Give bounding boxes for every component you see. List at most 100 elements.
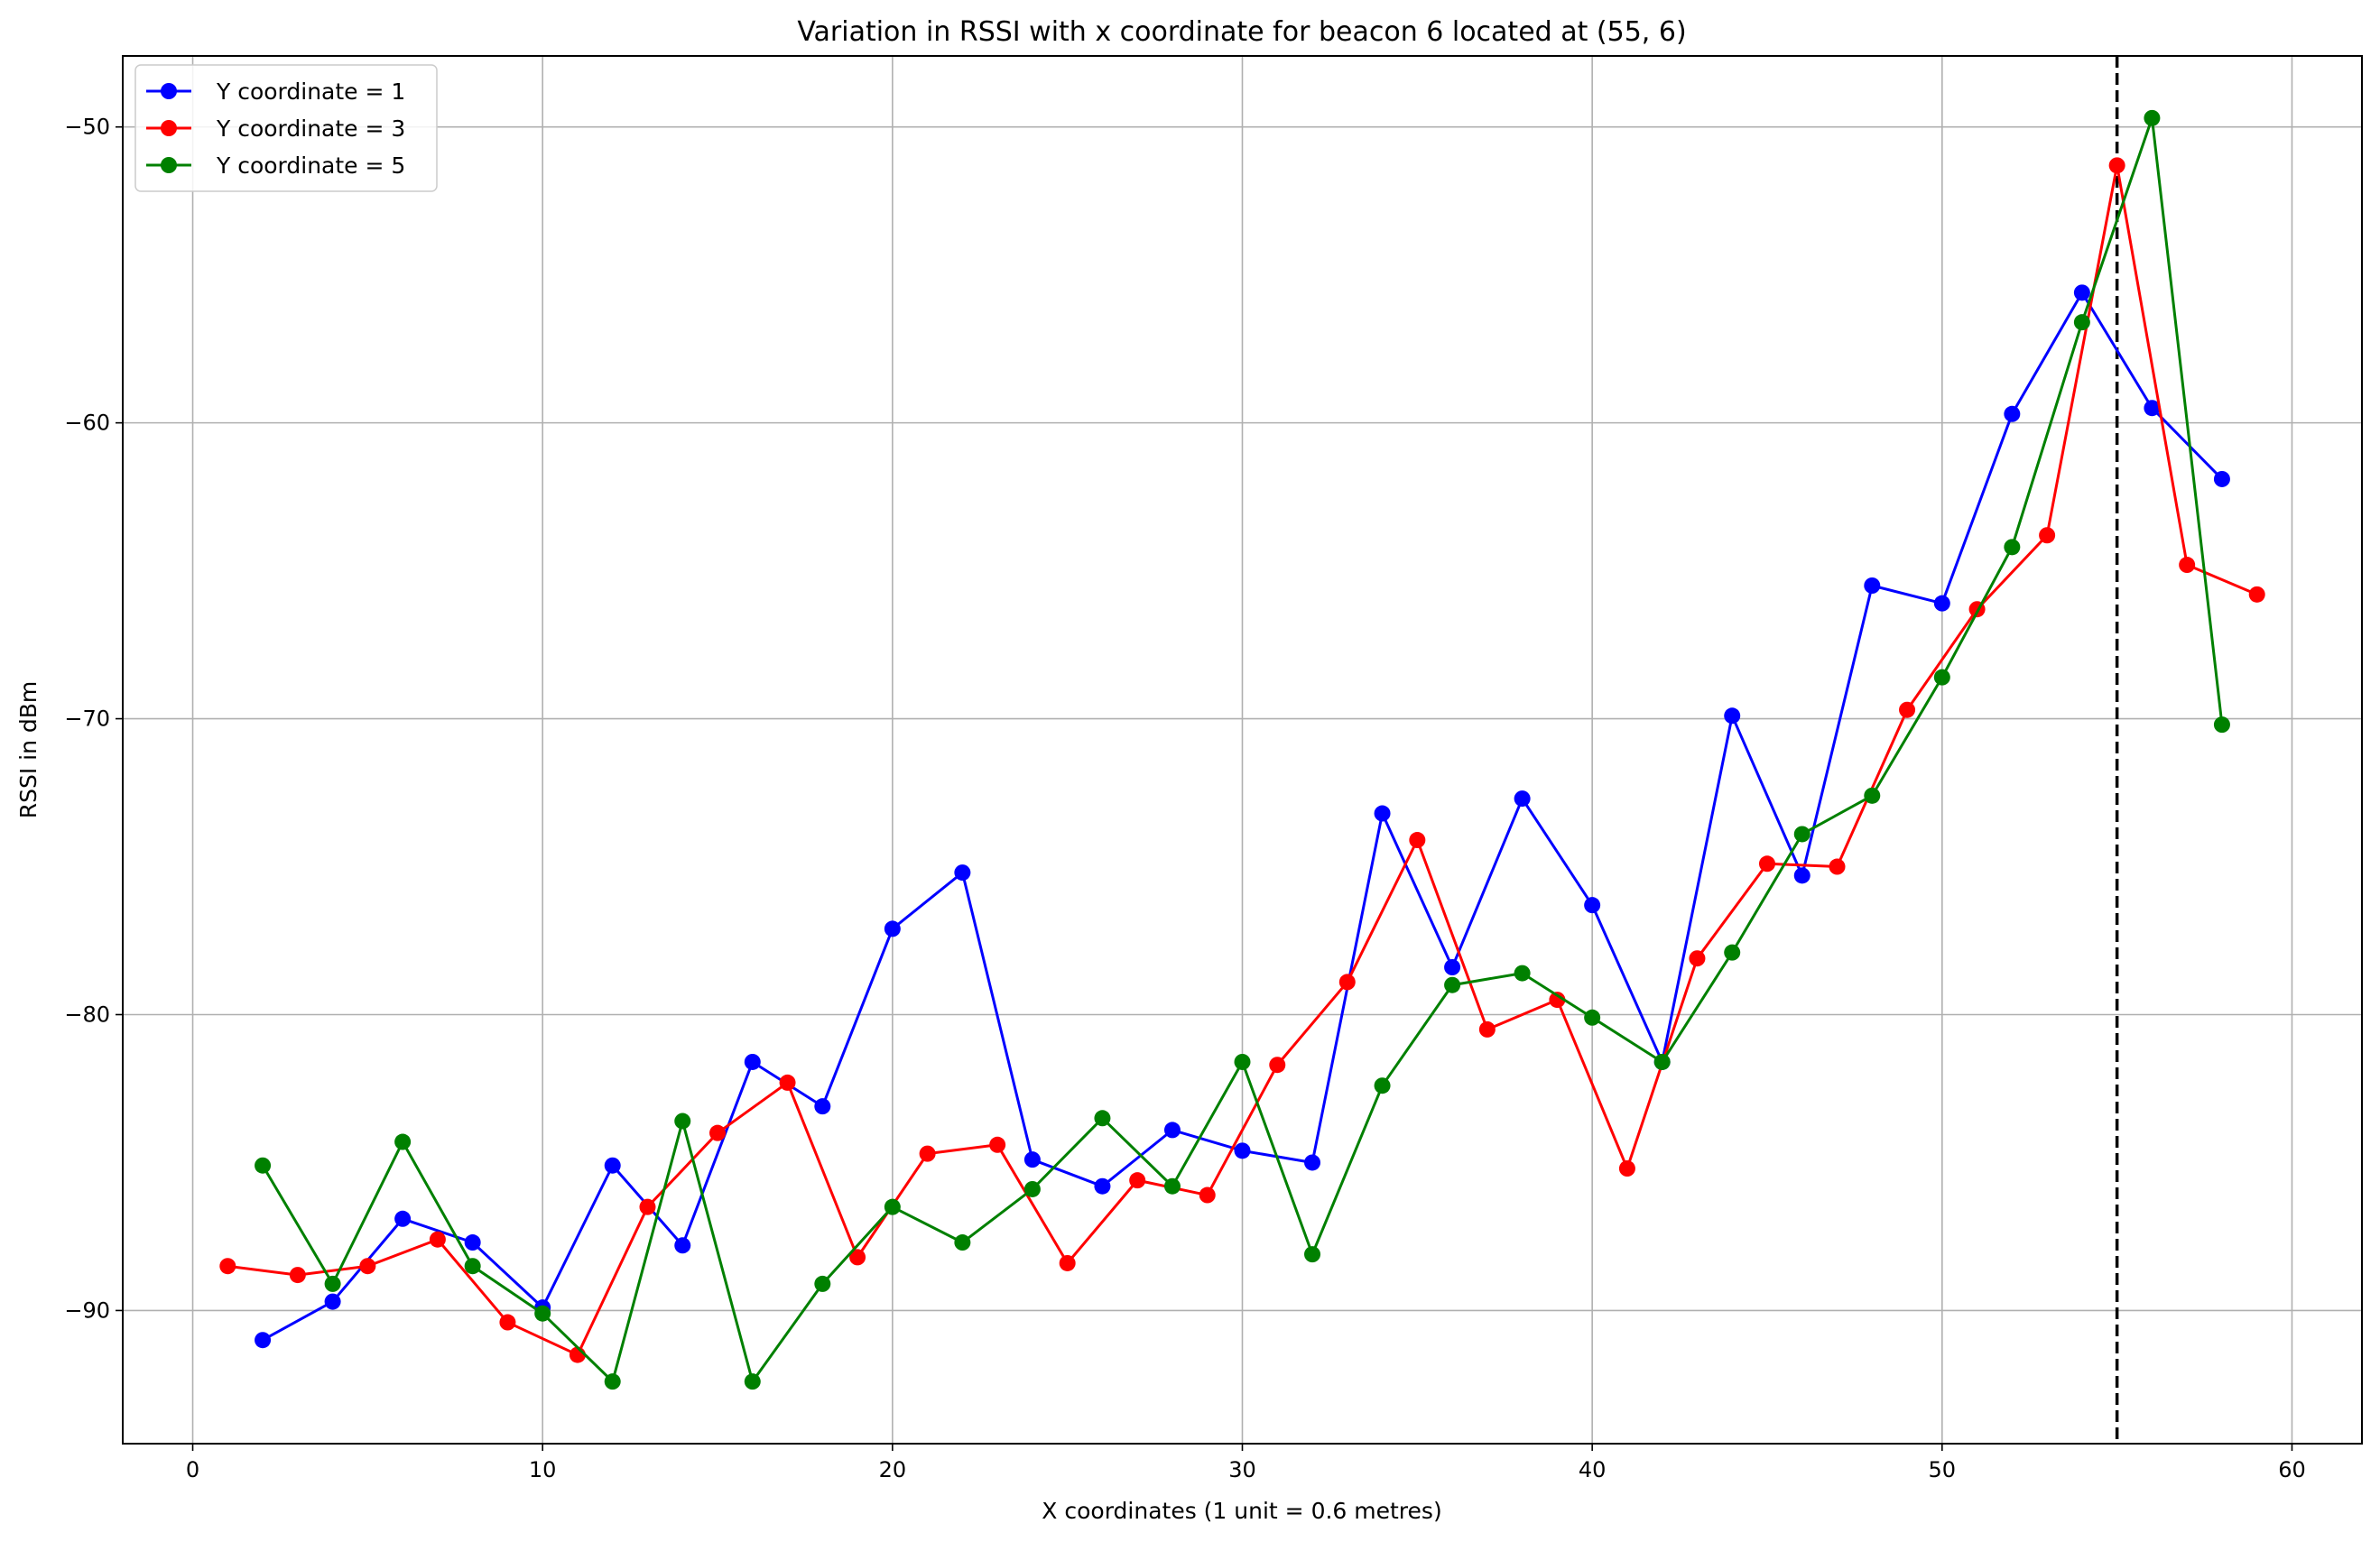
chart-title: Variation in RSSI with x coordinate for … <box>797 16 1686 48</box>
data-point <box>674 1237 691 1254</box>
data-point <box>324 1275 341 1292</box>
data-point <box>2213 716 2230 734</box>
legend-marker <box>161 83 177 99</box>
data-point <box>429 1231 446 1248</box>
data-point <box>1724 944 1741 961</box>
data-point <box>1234 1142 1251 1159</box>
data-point <box>2039 527 2056 544</box>
x-tick-label: 20 <box>879 1457 907 1482</box>
data-point <box>1374 805 1391 822</box>
data-point <box>1584 1009 1601 1026</box>
data-point <box>289 1267 306 1284</box>
x-axis-label: X coordinates (1 unit = 0.6 metres) <box>1042 1498 1441 1524</box>
x-tick-label: 50 <box>1929 1457 1957 1482</box>
data-point <box>674 1113 691 1130</box>
data-point <box>1933 669 1950 686</box>
x-tick-label: 30 <box>1228 1457 1256 1482</box>
data-point <box>2248 586 2265 603</box>
data-point <box>604 1373 621 1390</box>
data-point <box>499 1314 516 1331</box>
data-point <box>1094 1110 1111 1127</box>
legend: Y coordinate = 1 Y coordinate = 3 Y coordi… <box>134 64 438 192</box>
legend-marker <box>161 157 177 173</box>
x-tick-label: 10 <box>529 1457 557 1482</box>
data-point <box>744 1373 761 1390</box>
data-point <box>954 864 971 882</box>
data-point <box>884 1198 901 1215</box>
y-tick-label: −90 <box>64 1297 110 1323</box>
x-tick-label: 40 <box>1579 1457 1607 1482</box>
legend-marker <box>161 120 177 136</box>
data-point <box>779 1074 796 1091</box>
data-point <box>359 1258 376 1275</box>
x-tick-label: 0 <box>186 1457 199 1482</box>
data-point <box>2108 157 2125 174</box>
data-point <box>1338 974 1356 991</box>
data-point <box>989 1136 1006 1153</box>
data-point <box>255 1332 272 1349</box>
data-point <box>2073 314 2090 331</box>
data-point <box>1478 1020 1496 1038</box>
data-point <box>1059 1254 1076 1271</box>
data-point <box>534 1305 551 1322</box>
data-point <box>1023 1151 1041 1168</box>
data-point <box>1269 1057 1286 1074</box>
data-point <box>1409 832 1426 849</box>
data-point <box>639 1198 656 1215</box>
legend-label: Y coordinate = 3 <box>216 115 405 142</box>
data-point <box>954 1234 971 1251</box>
data-point <box>884 920 901 937</box>
data-point <box>1094 1177 1111 1195</box>
data-point <box>709 1124 727 1141</box>
y-tick-label: −60 <box>64 411 110 436</box>
data-point <box>464 1258 481 1275</box>
data-point <box>1933 595 1950 612</box>
data-point <box>1199 1187 1216 1204</box>
data-point <box>1829 858 1846 875</box>
data-point <box>1899 701 1916 718</box>
ticks: 0 10 20 30 40 50 60 −90 −80 −70 −60 −50 <box>64 115 2305 1482</box>
data-point <box>1163 1177 1181 1195</box>
data-point <box>324 1293 341 1310</box>
data-point <box>1793 867 1810 884</box>
data-point <box>394 1210 412 1227</box>
data-point <box>1163 1122 1181 1139</box>
data-point <box>744 1053 761 1070</box>
data-point <box>255 1157 272 1174</box>
series-group <box>219 109 2265 1390</box>
data-point <box>1549 992 1566 1009</box>
data-point <box>2073 284 2090 301</box>
y-tick-label: −50 <box>64 115 110 140</box>
data-point <box>1444 976 1461 993</box>
data-point <box>1514 965 1531 982</box>
series-1 <box>255 284 2230 1349</box>
data-point <box>1724 707 1741 725</box>
data-point <box>1864 577 1881 594</box>
data-point <box>1689 950 1706 967</box>
y-axis-label: RSSI in dBm <box>15 681 42 819</box>
x-tick-label: 60 <box>2278 1457 2306 1482</box>
series-2 <box>219 157 2265 1363</box>
data-point <box>919 1145 936 1162</box>
legend-label: Y coordinate = 1 <box>216 78 405 105</box>
data-point <box>814 1275 831 1292</box>
data-point <box>2004 539 2021 556</box>
data-point <box>604 1157 621 1174</box>
data-point <box>1444 959 1461 976</box>
y-tick-label: −80 <box>64 1002 110 1027</box>
data-point <box>1129 1172 1146 1189</box>
data-point <box>1514 790 1531 808</box>
data-point <box>2004 405 2021 422</box>
data-point <box>1864 787 1881 804</box>
series-line <box>227 163 2258 1357</box>
y-tick-label: −70 <box>64 706 110 732</box>
data-point <box>2213 470 2230 487</box>
legend-label: Y coordinate = 5 <box>216 152 405 179</box>
data-point <box>1023 1180 1041 1197</box>
series-3 <box>255 109 2230 1390</box>
data-point <box>464 1234 481 1251</box>
legend-box <box>134 64 438 192</box>
